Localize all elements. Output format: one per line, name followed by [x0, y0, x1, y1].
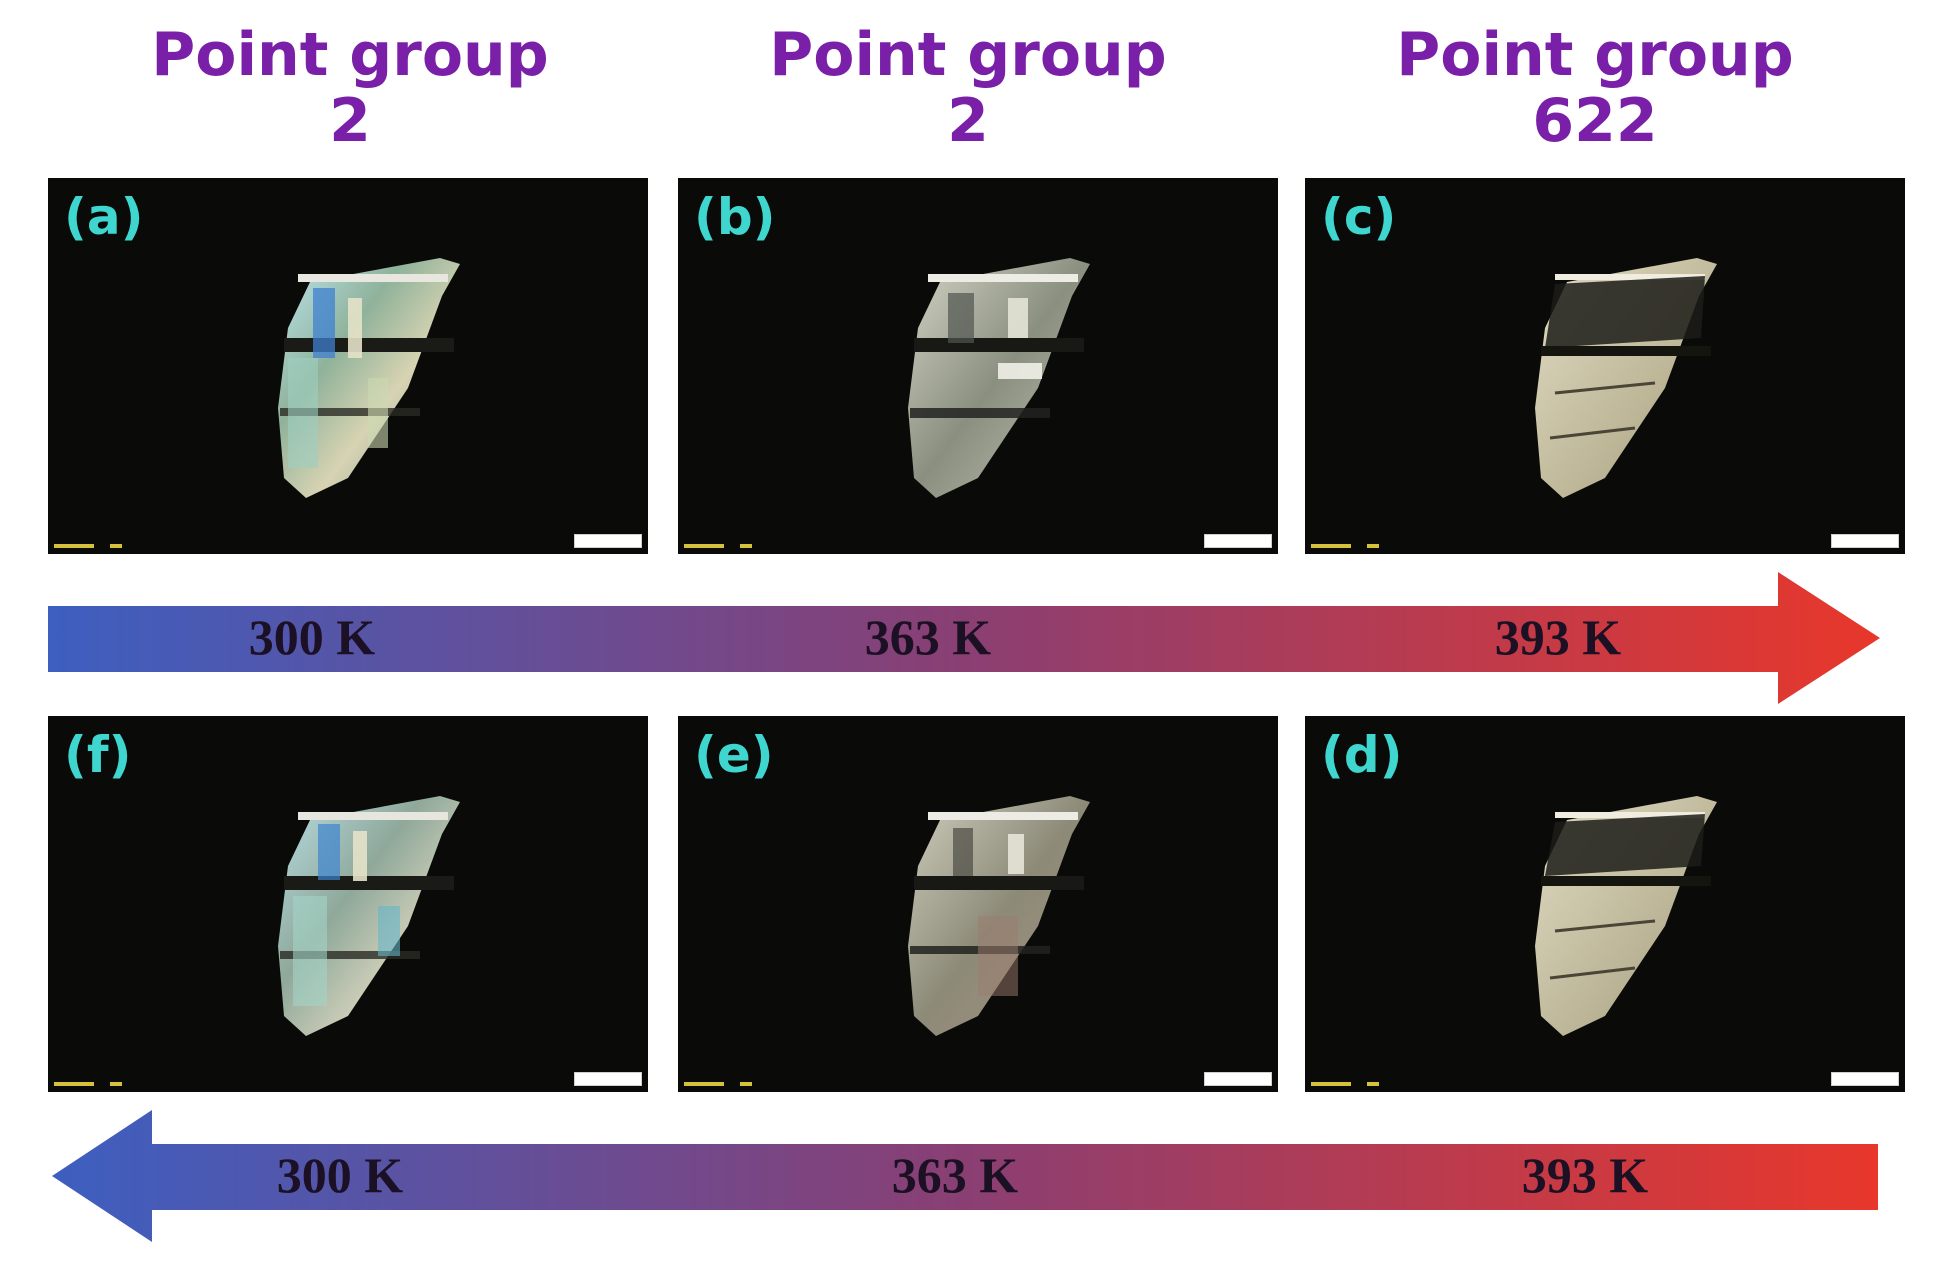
panel-label: (e): [694, 726, 774, 784]
scale-bar: [1831, 534, 1899, 548]
microscope-info-mark: [740, 544, 752, 548]
microscope-info-mark: [1311, 1082, 1351, 1086]
crystal-image-f: [278, 796, 460, 1036]
crystal-image-a: [278, 258, 460, 498]
scale-bar: [1204, 534, 1272, 548]
scale-bar: [1831, 1072, 1899, 1086]
crystal-image-b: [908, 258, 1090, 498]
microscope-info-mark: [1367, 1082, 1379, 1086]
cooling-temp-300: 300 K: [276, 1147, 404, 1203]
scale-bar: [1204, 1072, 1272, 1086]
microscope-info-mark: [54, 544, 94, 548]
microscope-info-mark: [740, 1082, 752, 1086]
microscope-info-mark: [110, 544, 122, 548]
title-point-group-middle: Point group 2: [769, 20, 1167, 156]
panel-d: (d): [1305, 716, 1905, 1092]
microscope-info-mark: [110, 1082, 122, 1086]
panel-a: (a): [48, 178, 648, 554]
crystal-image-c: [1535, 258, 1717, 498]
panel-label: (a): [64, 188, 144, 246]
microscope-info-mark: [1311, 544, 1351, 548]
panel-label: (b): [694, 188, 776, 246]
microscope-info-mark: [54, 1082, 94, 1086]
cooling-arrow: [52, 1110, 1878, 1242]
scale-bar: [574, 534, 642, 548]
microscope-info-mark: [684, 544, 724, 548]
crystal-image-e: [908, 796, 1090, 1036]
panel-f: (f): [48, 716, 648, 1092]
heating-temp-393: 393 K: [1494, 609, 1622, 665]
cooling-temp-363: 363 K: [891, 1147, 1019, 1203]
panel-label: (d): [1321, 726, 1403, 784]
microscope-info-mark: [684, 1082, 724, 1086]
heating-temp-300: 300 K: [248, 609, 376, 665]
title-point-group-right: Point group 622: [1396, 20, 1794, 156]
panel-label: (f): [64, 726, 132, 784]
heating-temp-363: 363 K: [864, 609, 992, 665]
title-point-group-left: Point group 2: [151, 20, 549, 156]
microscope-info-mark: [1367, 544, 1379, 548]
crystal-image-d: [1535, 796, 1717, 1036]
panel-c: (c): [1305, 178, 1905, 554]
panel-b: (b): [678, 178, 1278, 554]
panel-e: (e): [678, 716, 1278, 1092]
panel-label: (c): [1321, 188, 1397, 246]
cooling-temp-393: 393 K: [1521, 1147, 1649, 1203]
scale-bar: [574, 1072, 642, 1086]
heating-arrow: [48, 572, 1880, 704]
